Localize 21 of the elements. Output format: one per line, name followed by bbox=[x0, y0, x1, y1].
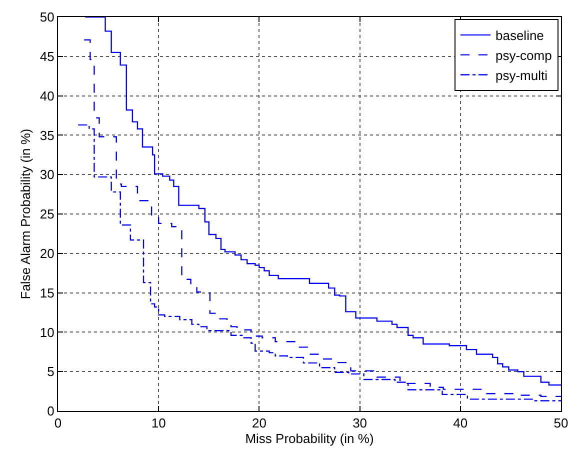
legend-label: psy-comp bbox=[495, 48, 552, 63]
y-tick-label: 35 bbox=[40, 128, 54, 143]
y-tick-label: 30 bbox=[40, 167, 54, 182]
y-tick-label: 15 bbox=[40, 285, 54, 300]
y-axis-title: False Alarm Probability (in %) bbox=[18, 128, 33, 300]
y-tick-label: 10 bbox=[40, 324, 54, 340]
legend-label: baseline bbox=[495, 28, 544, 43]
y-tick-label: 20 bbox=[40, 246, 54, 261]
y-tick-label: 5 bbox=[47, 364, 54, 380]
x-tick-label: 20 bbox=[252, 416, 266, 431]
x-tick-label: 10 bbox=[151, 416, 166, 431]
y-tick-label: 25 bbox=[40, 206, 54, 222]
y-tick-label: 0 bbox=[47, 404, 54, 419]
y-tick-label: 45 bbox=[40, 48, 54, 64]
x-tick-label: 40 bbox=[453, 416, 468, 431]
y-tick-label: 50 bbox=[40, 10, 54, 25]
x-axis-title: Miss Probability (in %) bbox=[245, 431, 374, 446]
legend-label: psy-multi bbox=[495, 68, 548, 83]
x-tick-label: 30 bbox=[352, 416, 368, 431]
x-tick-label: 50 bbox=[554, 416, 568, 431]
y-tick-label: 40 bbox=[40, 88, 54, 104]
